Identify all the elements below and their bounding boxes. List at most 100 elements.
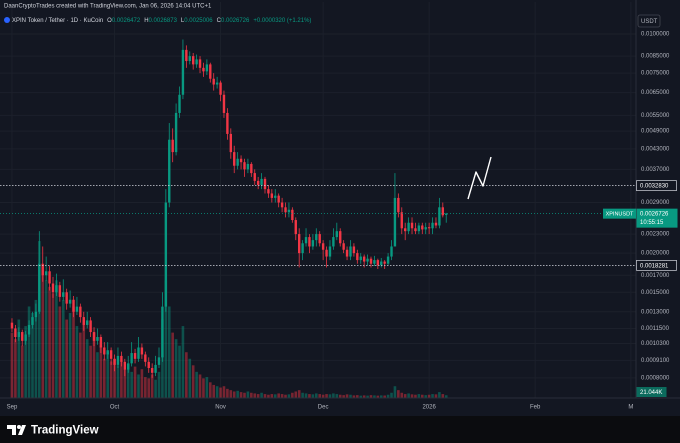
volume-bar bbox=[41, 267, 45, 398]
candle-body bbox=[260, 178, 263, 185]
volume-bar bbox=[260, 392, 263, 398]
brand-logo bbox=[7, 425, 26, 435]
candle-body bbox=[127, 363, 130, 370]
volume-bar bbox=[137, 374, 140, 398]
volume-bar bbox=[407, 393, 410, 398]
volume-bar bbox=[147, 378, 151, 398]
price-label: 0.0032830 bbox=[640, 184, 669, 190]
volume-bar bbox=[109, 361, 113, 398]
candle-body bbox=[113, 358, 116, 365]
candle-body bbox=[393, 197, 397, 247]
candle-body bbox=[103, 347, 106, 355]
candle-body bbox=[133, 353, 137, 359]
candle-body bbox=[274, 195, 277, 198]
candle-body bbox=[253, 173, 256, 181]
volume-bar bbox=[383, 395, 386, 398]
candle-body bbox=[215, 82, 219, 85]
candle-body bbox=[239, 158, 243, 163]
candle-body bbox=[359, 256, 362, 261]
volume-bar bbox=[256, 394, 260, 398]
symbol-name: XPIN Token / Tether · 1D · KuCoin bbox=[12, 18, 103, 24]
change: +0.0000320 (+1.21%) bbox=[253, 18, 311, 24]
candle-body bbox=[250, 163, 253, 174]
candle-body bbox=[369, 258, 373, 264]
candle-body bbox=[414, 228, 417, 232]
candle-body bbox=[120, 355, 123, 362]
volume-label-box bbox=[636, 387, 667, 397]
volume-bar bbox=[420, 394, 424, 398]
volume-bar bbox=[328, 394, 332, 398]
ohlc-value: 0.0026472 bbox=[112, 18, 141, 24]
volume-bar bbox=[369, 395, 373, 398]
volume-bar bbox=[239, 392, 243, 398]
volume-bar bbox=[280, 394, 284, 398]
candle-body bbox=[263, 178, 267, 190]
volume-bar bbox=[332, 393, 335, 398]
logo-part bbox=[18, 425, 26, 435]
volume-label: 21.044K bbox=[640, 390, 662, 396]
volume-bar bbox=[150, 374, 154, 398]
candle-body bbox=[233, 152, 236, 166]
candle-body bbox=[427, 227, 431, 229]
volume-bar bbox=[222, 386, 226, 398]
y-tick-label: 0.0015000 bbox=[641, 290, 670, 296]
volume-bar bbox=[304, 393, 308, 398]
price-axis bbox=[636, 0, 680, 398]
candle-body bbox=[38, 263, 41, 312]
volume-bar bbox=[212, 384, 216, 398]
volume-bar bbox=[294, 391, 298, 398]
axes: 0.0100000 0.0085000 0.0075000 0.0065000 0.00… bbox=[7, 32, 678, 411]
volume-bar bbox=[427, 394, 431, 398]
author-line: DaanCryptoTrades created with TradingVie… bbox=[4, 4, 212, 10]
candle-body bbox=[48, 271, 51, 284]
candle-body bbox=[311, 240, 315, 247]
volume-bar bbox=[342, 395, 345, 398]
volume-bar bbox=[61, 299, 65, 398]
volume-bar bbox=[215, 386, 219, 398]
candle-body bbox=[270, 193, 274, 198]
volume-bar bbox=[106, 352, 110, 398]
volume-bar bbox=[24, 326, 27, 398]
candle-body bbox=[222, 94, 226, 113]
brand: TradingView bbox=[31, 425, 99, 437]
volume-bar bbox=[126, 364, 130, 398]
symbol-legend: XPIN Token / Tether · 1D · KuCoin O0.0026… bbox=[12, 18, 311, 24]
candle-body bbox=[308, 237, 311, 247]
candle-body bbox=[431, 222, 434, 229]
candle-body bbox=[164, 202, 168, 307]
candle-body bbox=[41, 263, 44, 276]
volume-bar bbox=[113, 358, 116, 398]
volume-pane bbox=[10, 241, 448, 398]
candle-body bbox=[123, 361, 127, 370]
volume-bar bbox=[321, 394, 325, 398]
volume-bar bbox=[438, 392, 441, 398]
x-tick-label: Nov bbox=[215, 405, 226, 411]
ohlc-key: L bbox=[181, 18, 185, 24]
symbol-icon bbox=[4, 17, 10, 23]
candle-body bbox=[154, 364, 157, 373]
candle-body bbox=[383, 261, 386, 264]
volume-bar bbox=[72, 306, 75, 398]
candle-body bbox=[390, 246, 393, 257]
footer-bar bbox=[0, 416, 680, 443]
volume-bar bbox=[154, 379, 157, 398]
x-tick-label: M bbox=[628, 405, 633, 411]
volume-bar bbox=[273, 394, 277, 398]
volume-bar bbox=[174, 339, 178, 398]
volume-bar bbox=[31, 313, 34, 398]
candle-body bbox=[267, 189, 270, 194]
candle-body bbox=[62, 292, 65, 297]
x-tick-label: Dec bbox=[318, 405, 329, 411]
candle-body bbox=[202, 67, 205, 72]
candle-body bbox=[349, 246, 352, 257]
candle-body bbox=[34, 311, 38, 318]
volume-bar bbox=[164, 280, 168, 398]
candle-body bbox=[181, 49, 185, 95]
candle-body bbox=[161, 306, 164, 358]
currency: USDT bbox=[641, 19, 658, 25]
volume-bar bbox=[99, 345, 103, 398]
y-tick-label: 0.0100000 bbox=[641, 32, 670, 38]
candle-body bbox=[85, 320, 89, 325]
volume-bar bbox=[414, 394, 417, 398]
candle-body bbox=[198, 59, 202, 68]
